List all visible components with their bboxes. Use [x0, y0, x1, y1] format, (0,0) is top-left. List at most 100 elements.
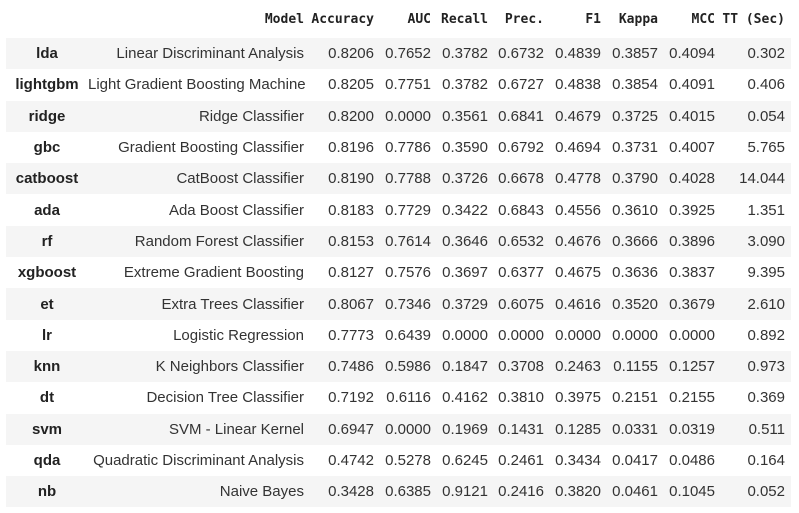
row-index: lr — [41, 326, 52, 344]
table-row: svm SVM - Linear Kernel 0.6947 0.0000 0.1969… — [6, 413, 791, 445]
metric-cell: 1.351 — [747, 201, 785, 219]
metric-cell: 0.7486 — [310, 350, 380, 383]
model-name: Logistic Regression — [173, 326, 304, 344]
metric-cell: 0.4679 — [550, 100, 607, 132]
metric-cell: 0.8196 — [328, 139, 374, 157]
column-header: AUC — [407, 11, 431, 27]
metric-cell: 0.7346 — [380, 288, 437, 320]
metric-cell: 0.3679 — [664, 288, 721, 320]
metric-cell: 0.8183 — [328, 201, 374, 219]
metric-cell: 0.0319 — [664, 413, 721, 445]
metric-cell: 0.2155 — [669, 389, 715, 407]
metric-cell: 0.511 — [721, 413, 791, 445]
metric-cell: 0.1285 — [550, 413, 607, 445]
metric-cell: 0.3782 — [442, 76, 488, 94]
header-row: Model Accuracy AUC Recall Prec. F1 Kappa MCC TT … — [6, 0, 791, 38]
metric-cell: 0.1847 — [437, 350, 494, 383]
metric-cell: 0.0000 — [442, 326, 488, 344]
table-row: lightgbm Light Gradient Boosting Machine 0… — [6, 69, 791, 100]
metric-cell: 0.4676 — [550, 225, 607, 258]
row-index: ridge — [6, 100, 88, 132]
metric-cell: 0.7576 — [385, 264, 431, 282]
metric-cell: 0.3731 — [612, 139, 658, 157]
metric-cell: 0.302 — [721, 38, 791, 70]
metric-cell: 0.3708 — [494, 350, 550, 383]
metric-cell: 0.6843 — [498, 201, 544, 219]
model-name: Linear Discriminant Analysis — [88, 38, 310, 70]
metric-cell: 0.8206 — [310, 38, 380, 70]
metric-cell: 0.4094 — [664, 38, 721, 70]
column-header: Model — [264, 11, 304, 27]
metric-cell: 0.9121 — [437, 476, 494, 508]
metric-cell: 0.0000 — [380, 100, 437, 132]
column-header: F1 — [585, 11, 601, 27]
metric-cell: 0.8127 — [328, 264, 374, 282]
metric-cell: 14.044 — [721, 163, 791, 195]
metric-cell: 0.6727 — [498, 76, 544, 94]
metric-cell: 0.3782 — [437, 38, 494, 70]
metric-cell: 0.3854 — [612, 76, 658, 94]
metric-cell: 0.3590 — [442, 139, 488, 157]
table-row: qda Quadratic Discriminant Analysis 0.4742… — [6, 445, 791, 476]
metric-cell: 0.4778 — [550, 163, 607, 195]
metric-cell: 0.0417 — [612, 452, 658, 469]
model-name: Gradient Boosting Classifier — [118, 139, 304, 157]
table-row: ridge Ridge Classifier 0.8200 0.0000 0.3561 0… — [6, 100, 791, 132]
metric-cell: 0.7192 — [328, 389, 374, 407]
metric-cell: 0.3857 — [607, 38, 664, 70]
metric-cell: 0.4839 — [550, 38, 607, 70]
metric-cell: 0.6245 — [442, 452, 488, 469]
metric-cell: 0.5986 — [380, 350, 437, 383]
model-name: CatBoost Classifier — [88, 163, 310, 195]
metric-cell: 0.6377 — [498, 264, 544, 282]
row-index: knn — [6, 350, 88, 383]
metric-cell: 0.892 — [747, 326, 785, 344]
column-header: TT (Sec) — [722, 11, 785, 27]
row-index: nb — [6, 476, 88, 508]
metric-cell: 0.3636 — [612, 264, 658, 282]
metric-cell: 0.3666 — [607, 225, 664, 258]
metric-cell: 0.8190 — [310, 163, 380, 195]
metric-cell: 0.052 — [721, 476, 791, 508]
model-name: Light Gradient Boosting Machine — [88, 76, 306, 94]
metric-cell: 0.6532 — [494, 225, 550, 258]
metric-cell: 0.3697 — [442, 264, 488, 282]
metric-cell: 0.0331 — [607, 413, 664, 445]
row-index: et — [6, 288, 88, 320]
row-index: lda — [6, 38, 88, 70]
metric-cell: 0.4742 — [328, 452, 374, 469]
model-name: Ada Boost Classifier — [168, 201, 304, 219]
metric-cell: 0.8067 — [310, 288, 380, 320]
metric-cell: 0.7614 — [380, 225, 437, 258]
metric-cell: 0.3925 — [669, 201, 715, 219]
table-row: dt Decision Tree Classifier 0.7192 0.6116 0.… — [6, 382, 791, 413]
model-name: Extra Trees Classifier — [88, 288, 310, 320]
metric-cell: 0.6841 — [494, 100, 550, 132]
table-row: xgboost Extreme Gradient Boosting 0.8127 0.… — [6, 257, 791, 288]
metric-cell: 0.0461 — [607, 476, 664, 508]
metric-cell: 0.2461 — [498, 452, 544, 469]
metric-cell: 0.1257 — [664, 350, 721, 383]
metric-cell: 0.7773 — [328, 326, 374, 344]
metric-cell: 9.395 — [747, 264, 785, 282]
metric-cell: 0.2463 — [550, 350, 607, 383]
metric-cell: 0.4838 — [555, 76, 601, 94]
metric-cell: 0.3610 — [612, 201, 658, 219]
metric-cell: 0.4028 — [664, 163, 721, 195]
row-index: rf — [6, 225, 88, 258]
metric-cell: 0.8153 — [310, 225, 380, 258]
metric-cell: 0.406 — [747, 76, 785, 94]
model-name: Ridge Classifier — [88, 100, 310, 132]
table-row: gbc Gradient Boosting Classifier 0.8196 0.7… — [6, 132, 791, 163]
metric-cell: 0.3428 — [310, 476, 380, 508]
table-row: ada Ada Boost Classifier 0.8183 0.7729 0.342… — [6, 194, 791, 225]
index-header — [6, 0, 88, 38]
metric-cell: 0.6116 — [386, 389, 431, 407]
metric-cell: 0.7786 — [385, 139, 431, 157]
table-row: rf Random Forest Classifier 0.8153 0.7614 0.… — [6, 225, 791, 258]
metric-cell: 0.369 — [747, 389, 785, 407]
metric-cell: 0.7652 — [380, 38, 437, 70]
metric-cell: 0.6385 — [380, 476, 437, 508]
row-index: gbc — [33, 139, 61, 157]
